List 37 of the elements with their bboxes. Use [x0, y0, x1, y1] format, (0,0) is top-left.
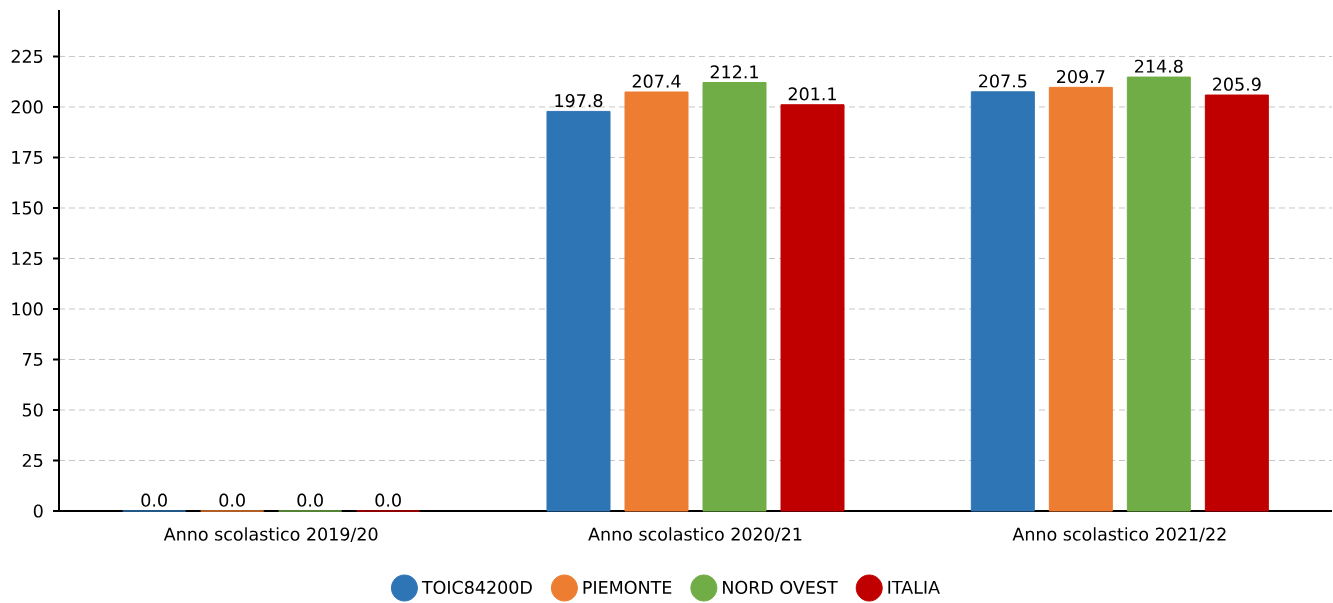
y-tick-label: 200	[11, 100, 43, 114]
legend-label: NORD OVEST	[723, 580, 838, 594]
y-tick-label: 150	[12, 201, 43, 215]
data-label: 207.5	[979, 74, 1027, 88]
bar	[1126, 76, 1191, 512]
y-tick-label: 75	[22, 352, 43, 366]
bar	[702, 82, 767, 512]
data-label: 0.0	[219, 493, 245, 507]
data-label: 0.0	[375, 493, 401, 507]
y-tick-label: 175	[12, 150, 43, 164]
data-label: 212.1	[710, 65, 758, 79]
y-tick-label: 225	[11, 49, 43, 64]
bar	[1048, 86, 1113, 512]
legend-label: TOIC84200D	[421, 580, 532, 594]
data-label: 201.1	[788, 87, 836, 101]
y-tick-label: 25	[22, 453, 43, 468]
data-label: 0.0	[297, 493, 323, 507]
bar	[780, 104, 845, 512]
data-label: 214.8	[1135, 59, 1183, 73]
data-label: 207.4	[632, 74, 681, 88]
y-tick-label: 100	[12, 302, 43, 316]
data-label: 209.7	[1057, 69, 1105, 84]
legend-label: PIEMONTE	[583, 580, 672, 594]
y-tick-label: 50	[22, 403, 43, 417]
x-tick-label: Anno scolastico 2021/22	[1012, 527, 1226, 543]
bar	[546, 110, 611, 512]
y-tick-label: 125	[12, 251, 43, 266]
x-tick-label: Anno scolastico 2019/20	[163, 527, 378, 543]
legend-label: ITALIA	[888, 580, 940, 594]
x-tick-label: Anno scolastico 2020/21	[588, 527, 802, 543]
bar	[970, 91, 1035, 512]
data-label: 0.0	[141, 493, 167, 507]
bar	[624, 91, 689, 512]
data-label: 205.9	[1213, 77, 1261, 91]
bar	[1204, 94, 1269, 512]
data-label: 197.8	[555, 93, 603, 108]
y-tick-label: 0	[33, 504, 43, 518]
